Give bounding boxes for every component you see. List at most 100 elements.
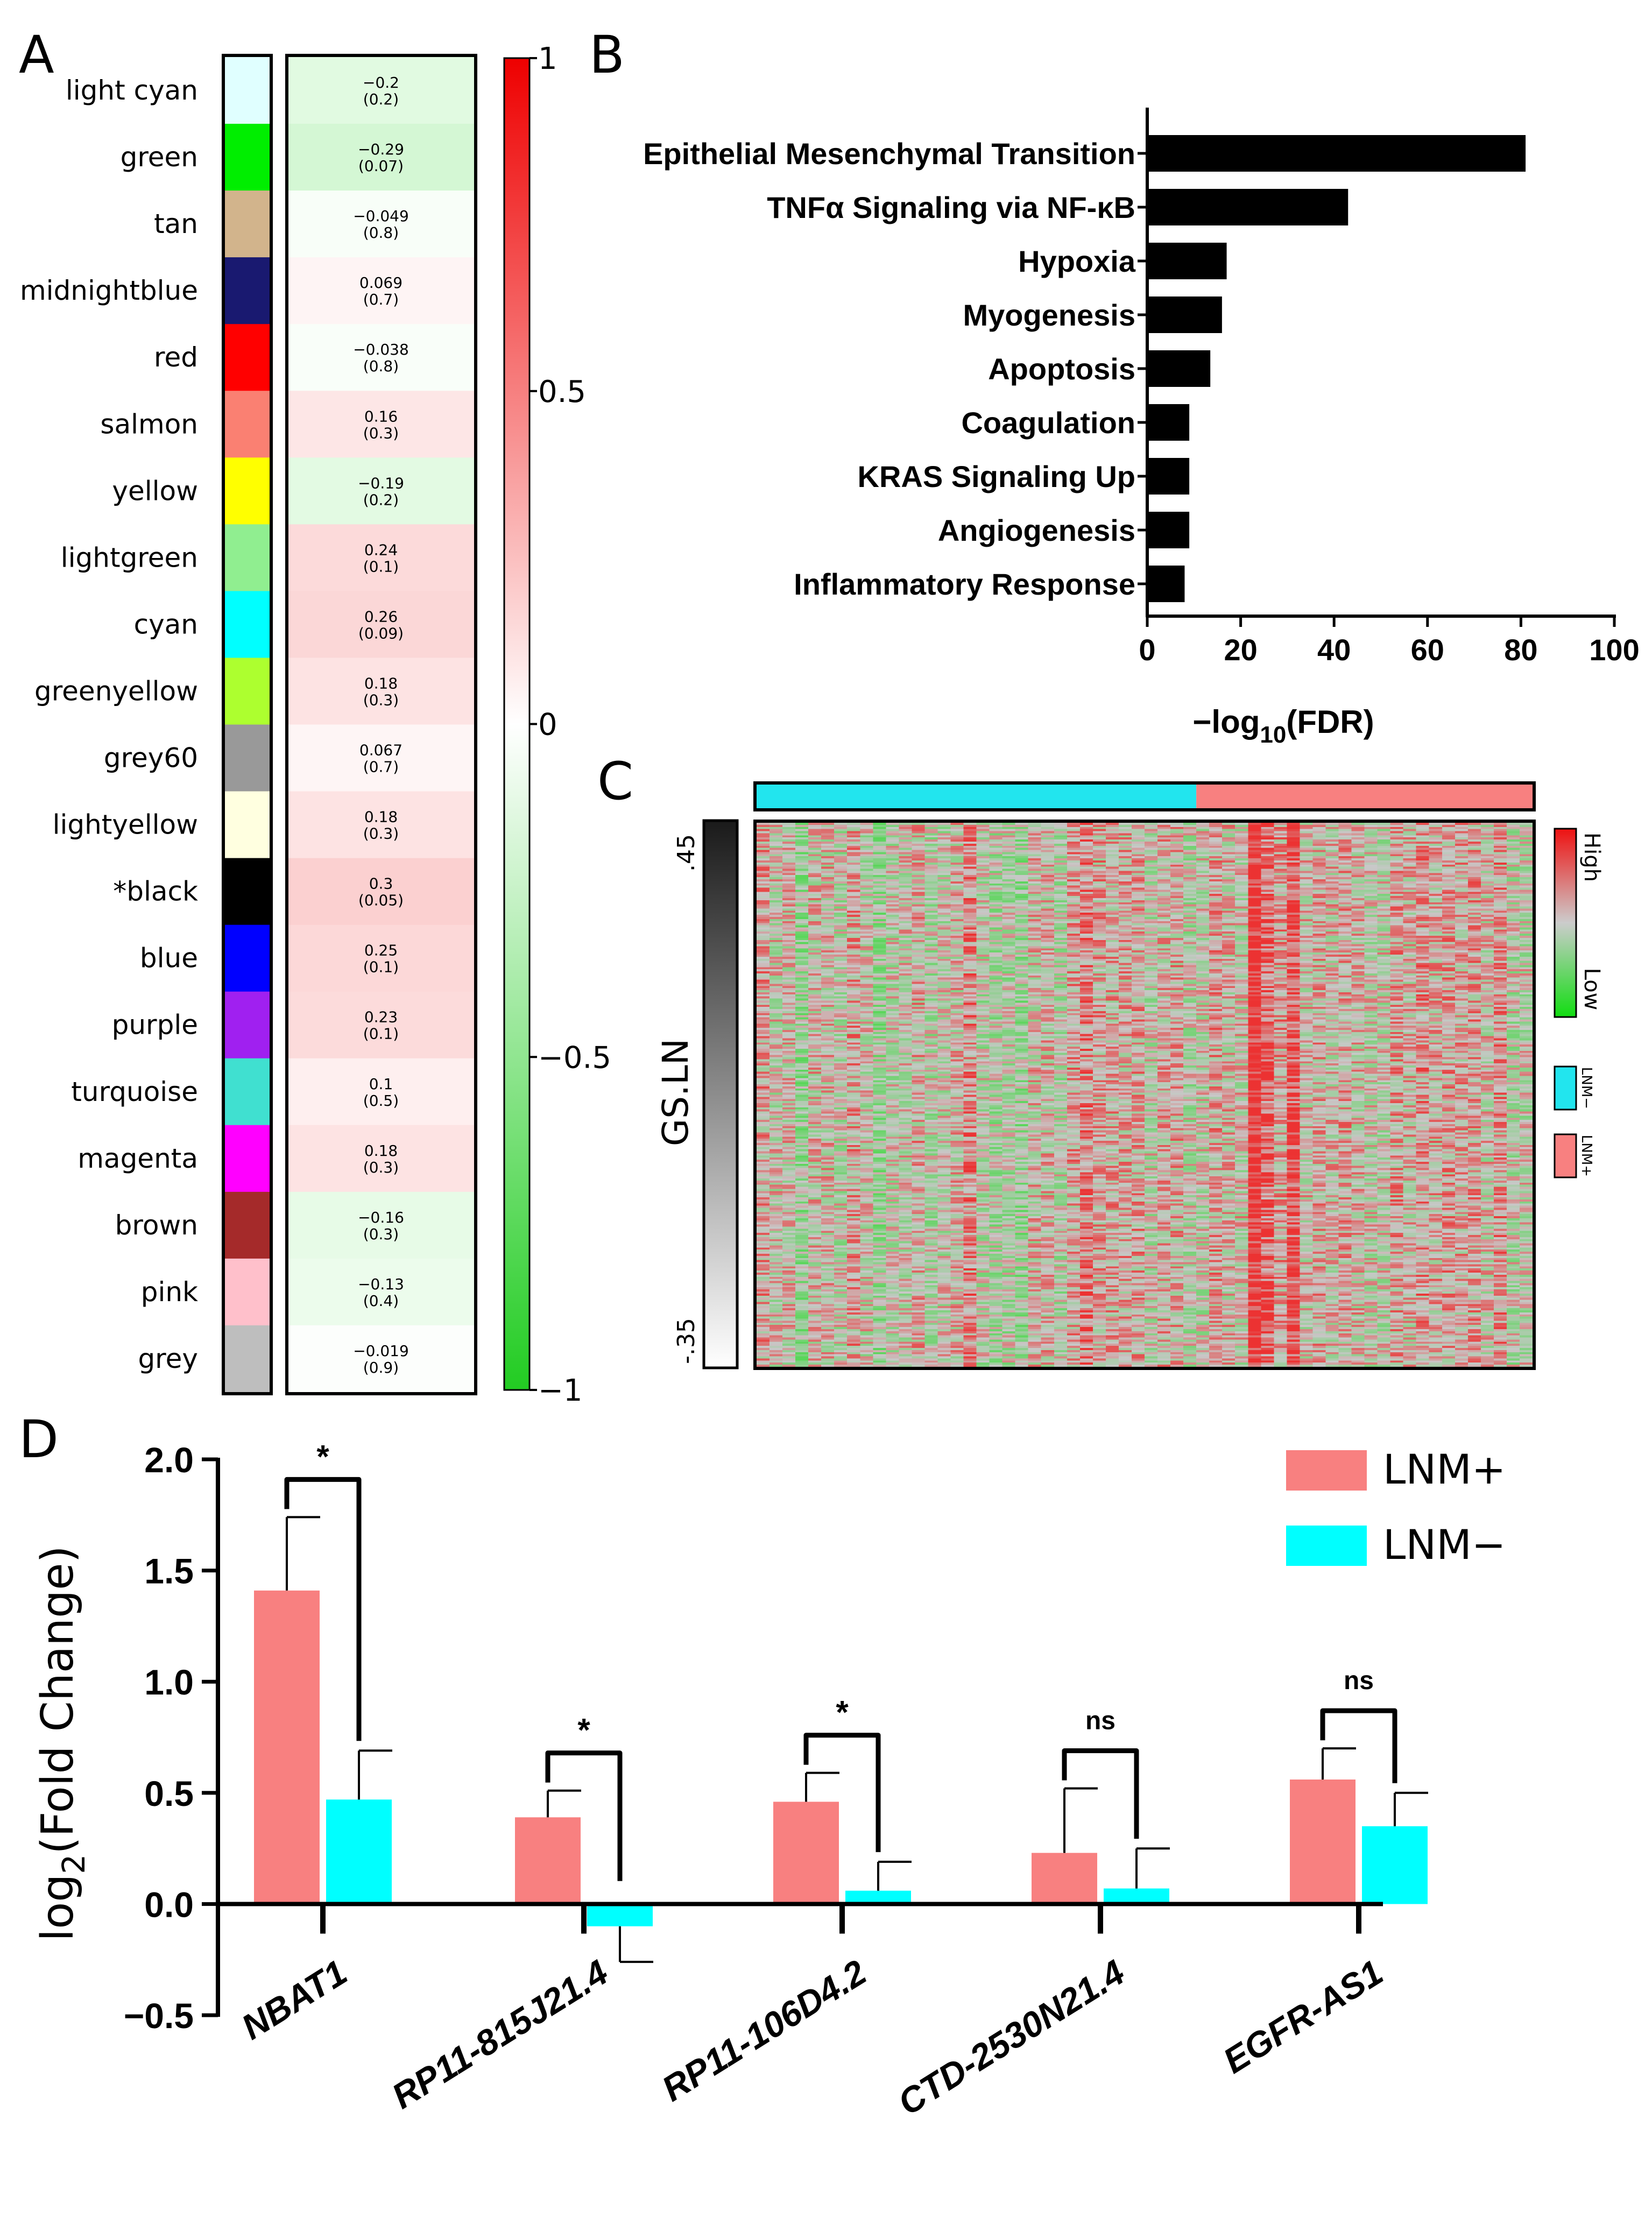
correlation-cell xyxy=(288,57,474,124)
hallmark-category-label: Myogenesis xyxy=(963,298,1135,332)
legend-label: LNM+ xyxy=(1383,1445,1506,1493)
panel-a-label: A xyxy=(19,25,54,85)
module-label: magenta xyxy=(77,1143,198,1174)
correlation-cell xyxy=(288,858,474,926)
correlation-cell xyxy=(288,1258,474,1326)
correlation-p-value: (0.3) xyxy=(363,825,399,843)
correlation-value: 0.3 xyxy=(369,875,393,893)
fold-change-bar xyxy=(587,1904,653,1926)
correlation-value: 0.18 xyxy=(364,808,398,826)
fold-change-y-axis-label: log2(Fold Change) xyxy=(32,1545,92,1941)
correlation-cell xyxy=(288,124,474,191)
fold-change-y-tick-label: 2.0 xyxy=(144,1440,194,1480)
hallmark-bar xyxy=(1147,135,1526,172)
hallmark-x-tick-label: 100 xyxy=(1589,633,1639,667)
colorbar-tick-label: −1 xyxy=(538,1373,583,1408)
module-color-swatch xyxy=(223,1125,271,1192)
correlation-p-value: (0.5) xyxy=(363,1092,399,1110)
correlation-p-value: (0.05) xyxy=(358,892,404,909)
legend-swatch xyxy=(1286,1526,1367,1566)
hallmark-bar xyxy=(1147,404,1190,441)
hallmark-category-label: Epithelial Mesenchymal Transition xyxy=(643,137,1135,171)
module-color-frame xyxy=(222,54,273,1395)
correlation-cell xyxy=(288,524,474,591)
hallmark-x-tick-label: 80 xyxy=(1504,633,1537,667)
fold-change-bar xyxy=(1104,1888,1169,1904)
colorbar-ticks: 1 0.5 0 −0.5 −1 xyxy=(530,41,611,1408)
hallmark-axes: Epithelial Mesenchymal Transition TNFα Si… xyxy=(643,108,1640,667)
correlation-p-value: (0.7) xyxy=(363,291,399,308)
panel-a: A light cyan green tan midnightblue red salmo… xyxy=(19,25,611,1408)
hallmark-bar xyxy=(1147,458,1190,495)
module-label: light cyan xyxy=(66,75,198,106)
correlation-cell xyxy=(288,257,474,324)
gs-ln-label: GS.LN xyxy=(655,1039,696,1146)
correlation-heatmap: −0.2(0.2)−0.29(0.07)−0.049(0.8)0.069(0.7… xyxy=(288,57,474,1393)
module-label: brown xyxy=(115,1210,198,1241)
legend-lnm-negative-swatch xyxy=(1554,1065,1577,1111)
module-color-swatch xyxy=(223,924,271,992)
correlation-cell xyxy=(288,324,474,391)
module-label: tan xyxy=(154,208,198,239)
module-label: purple xyxy=(112,1009,198,1041)
hallmark-bar xyxy=(1147,296,1222,333)
legend-label: LNM− xyxy=(1383,1521,1506,1569)
fold-change-category-label: EGFR-AS1 xyxy=(1216,1952,1389,2081)
correlation-value: 0.18 xyxy=(364,1142,398,1160)
correlation-p-value: (0.3) xyxy=(363,424,399,442)
significance-label: ns xyxy=(1085,1707,1116,1735)
hallmark-bar xyxy=(1147,350,1211,387)
panel-d: D log2(Fold Change) * * * ns ns 2.0 1.5 1.0 0.5… xyxy=(19,1409,1506,2123)
module-label: green xyxy=(121,142,198,173)
correlation-p-value: (0.1) xyxy=(363,557,399,575)
fold-change-bar xyxy=(773,1802,839,1904)
fold-change-y-tick-label: 1.5 xyxy=(144,1551,194,1591)
significance-label: * xyxy=(836,1694,849,1731)
legend-low-label: Low xyxy=(1579,968,1604,1011)
hallmark-x-tick-label: 20 xyxy=(1224,633,1257,667)
colorbar-tick-label: −0.5 xyxy=(538,1040,611,1075)
correlation-cell xyxy=(288,724,474,792)
correlation-cell xyxy=(288,991,474,1059)
module-color-swatch xyxy=(223,1258,271,1326)
correlation-p-value: (0.9) xyxy=(363,1359,399,1376)
correlation-cell xyxy=(288,1325,474,1393)
module-label: yellow xyxy=(112,475,198,506)
fold-change-bar xyxy=(1290,1780,1356,1904)
module-label: greenyellow xyxy=(34,675,198,707)
hallmark-bar xyxy=(1147,512,1190,548)
correlation-value: 0.067 xyxy=(359,742,403,759)
correlation-p-value: (0.2) xyxy=(363,90,399,108)
correlation-colorbar xyxy=(503,57,531,1391)
expression-heatmap xyxy=(757,823,1533,1367)
legend-high-label: High xyxy=(1579,832,1604,882)
legend-lnm-positive-label: LNM+ xyxy=(1578,1135,1594,1177)
module-color-swatch xyxy=(223,724,271,792)
correlation-p-value: (0.8) xyxy=(363,357,399,375)
hallmark-x-tick-label: 0 xyxy=(1139,633,1155,667)
module-color-swatch xyxy=(223,1325,271,1393)
module-color-swatch xyxy=(223,1191,271,1259)
module-color-swatch xyxy=(223,190,271,258)
fold-change-bar xyxy=(1032,1853,1097,1904)
correlation-value: 0.16 xyxy=(364,407,398,425)
correlation-p-value: (0.1) xyxy=(363,958,399,976)
correlation-value: −0.16 xyxy=(358,1209,404,1226)
significance-label: * xyxy=(316,1438,329,1474)
panel-b-label: B xyxy=(589,25,625,85)
fold-change-category-label: CTD-2530N21.4 xyxy=(891,1952,1132,2123)
fold-change-category-label: RP11-815J21.4 xyxy=(385,1952,615,2116)
gs-ln-top-value: .45 xyxy=(673,834,700,872)
correlation-cell xyxy=(288,457,474,525)
hallmark-bar xyxy=(1147,189,1349,225)
correlation-value: −0.049 xyxy=(353,207,409,225)
correlation-p-value: (0.8) xyxy=(363,224,399,242)
gs-ln-gradient-bar xyxy=(702,819,739,1369)
fold-change-bars: * * * ns ns xyxy=(254,1438,1428,1963)
fold-change-bar xyxy=(1362,1826,1428,1904)
correlation-cell xyxy=(288,791,474,859)
module-label: lightyellow xyxy=(53,809,198,841)
module-color-swatch xyxy=(223,57,271,124)
correlation-p-value: (0.3) xyxy=(363,1159,399,1176)
module-label: salmon xyxy=(100,408,198,440)
